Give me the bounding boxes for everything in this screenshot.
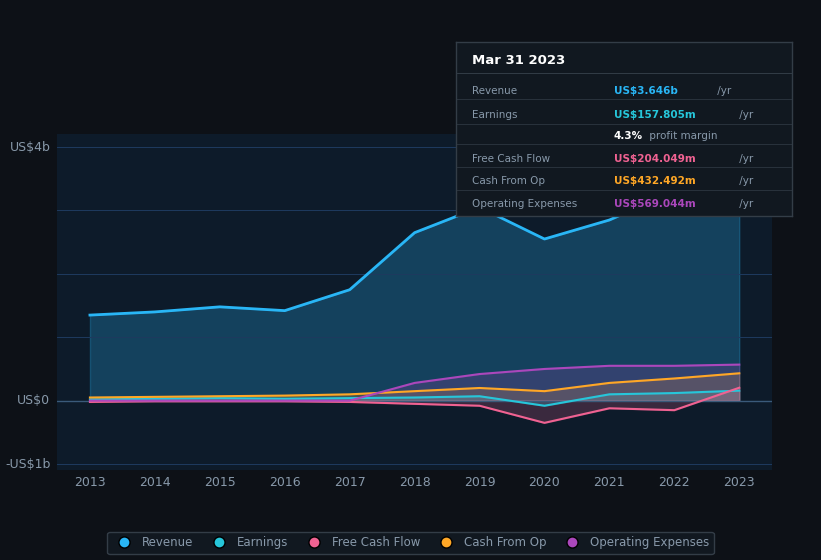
Text: Mar 31 2023: Mar 31 2023 bbox=[473, 54, 566, 67]
Text: /yr: /yr bbox=[736, 153, 754, 164]
Text: Revenue: Revenue bbox=[473, 86, 517, 96]
Legend: Revenue, Earnings, Free Cash Flow, Cash From Op, Operating Expenses: Revenue, Earnings, Free Cash Flow, Cash … bbox=[108, 531, 713, 554]
Text: US$204.049m: US$204.049m bbox=[614, 153, 695, 164]
Text: US$4b: US$4b bbox=[10, 141, 50, 153]
Text: Free Cash Flow: Free Cash Flow bbox=[473, 153, 551, 164]
Text: 4.3%: 4.3% bbox=[614, 131, 643, 141]
Text: /yr: /yr bbox=[736, 199, 754, 209]
Text: Operating Expenses: Operating Expenses bbox=[473, 199, 578, 209]
Text: US$432.492m: US$432.492m bbox=[614, 176, 695, 186]
Text: Earnings: Earnings bbox=[473, 110, 518, 120]
Text: -US$1b: -US$1b bbox=[5, 458, 50, 470]
Text: /yr: /yr bbox=[713, 86, 731, 96]
Text: /yr: /yr bbox=[736, 176, 754, 186]
Text: US$0: US$0 bbox=[17, 394, 50, 407]
Text: profit margin: profit margin bbox=[646, 131, 718, 141]
Text: Cash From Op: Cash From Op bbox=[473, 176, 545, 186]
Text: /yr: /yr bbox=[736, 110, 754, 120]
Text: US$569.044m: US$569.044m bbox=[614, 199, 695, 209]
Text: US$3.646b: US$3.646b bbox=[614, 86, 678, 96]
Text: US$157.805m: US$157.805m bbox=[614, 110, 695, 120]
